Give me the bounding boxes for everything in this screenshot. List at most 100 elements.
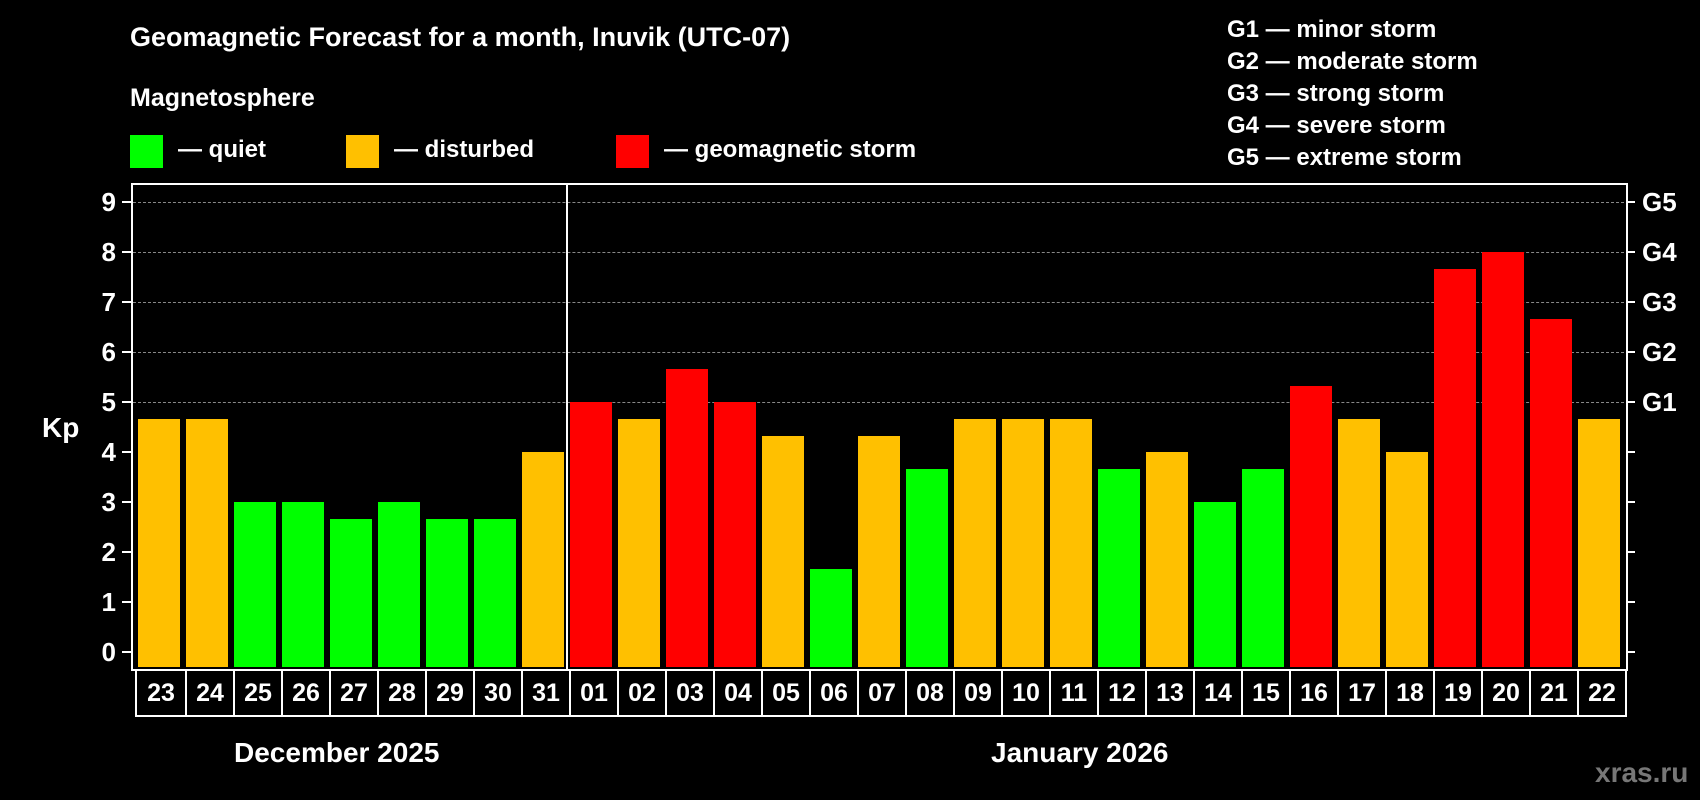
g-scale-tick-label: G2 [1642,337,1677,367]
y-tick-label: 1 [101,587,116,617]
date-cell: 11 [1049,671,1097,715]
date-cell: 09 [953,671,1001,715]
date-cell: 06 [809,671,857,715]
month-label-december: December 2025 [234,737,440,768]
bar-18 [1386,452,1428,667]
gridline [133,302,1624,303]
bar-02 [618,418,660,667]
gridline [133,352,1624,353]
watermark: xras.ru [1595,757,1689,788]
right-tick-mark [1626,401,1635,403]
legend-label-storm: — geomagnetic storm [664,135,917,163]
storm-swatch-icon [616,135,649,168]
left-tick-mark [122,451,131,453]
y-tick-label: 2 [101,537,116,567]
date-cell: 05 [761,671,809,715]
y-tick-label: 7 [101,287,116,317]
storm-scale-g2: G2 — moderate storm [1227,48,1478,75]
date-cell: 10 [1001,671,1049,715]
legend-label-quiet: — quiet [178,135,266,163]
date-cell: 29 [425,671,473,715]
bar-13 [1146,452,1188,667]
g-scale-tick-label: G1 [1642,387,1677,417]
date-cell: 01 [569,671,617,715]
storm-scale-g4: G4 — severe storm [1227,112,1446,139]
y-tick-label: 5 [101,387,116,417]
y-axis-label: Kp [42,412,80,443]
bar-31 [522,452,564,667]
date-cell: 21 [1529,671,1577,715]
date-cell: 18 [1385,671,1433,715]
date-cell: 02 [617,671,665,715]
bar-09 [954,418,996,667]
date-cell: 13 [1145,671,1193,715]
y-tick-label: 3 [101,487,116,517]
y-tick-label: 6 [101,337,116,367]
bar-03 [666,368,708,667]
date-cell: 31 [521,671,569,715]
left-tick-mark [122,601,131,603]
date-cell: 24 [185,671,233,715]
left-tick-mark [122,501,131,503]
left-tick-mark [122,251,131,253]
date-cell: 23 [147,678,175,707]
date-cell: 16 [1289,671,1337,715]
bar-06 [810,568,852,667]
bar-07 [858,435,900,667]
right-tick-mark [1626,551,1635,553]
month-divider [566,183,568,669]
bar-10 [1002,418,1044,667]
legend-label-disturbed: — disturbed [394,135,535,163]
legend-item-quiet: — quiet [130,135,266,168]
bar-11 [1050,418,1092,667]
chart-title: Geomagnetic Forecast for a month, Inuvik… [130,22,791,52]
date-cell: 12 [1097,671,1145,715]
storm-scale-g3: G3 — strong storm [1227,80,1445,107]
right-tick-mark [1626,451,1635,453]
bar-04 [714,402,756,667]
bar-01 [570,402,612,667]
left-tick-mark [122,201,131,203]
gridline [133,402,1624,403]
right-tick-mark [1626,251,1635,253]
date-cell: 08 [905,671,953,715]
gridline [133,202,1624,203]
date-cell: 27 [329,671,377,715]
date-cell: 22 [1577,671,1625,715]
bar-20 [1482,252,1524,667]
disturbed-swatch-icon [346,135,379,168]
bar-30 [474,518,516,667]
y-tick-label: 0 [101,637,116,667]
y-tick-label: 8 [101,237,116,267]
legend-item-disturbed: — disturbed [346,135,534,168]
right-tick-mark [1626,501,1635,503]
bar-14 [1194,502,1236,667]
month-label-january: January 2026 [991,737,1169,768]
bar-16 [1290,385,1332,667]
bar-27 [330,518,372,667]
bar-12 [1098,468,1140,667]
date-cell: 15 [1241,671,1289,715]
left-tick-mark [122,551,131,553]
y-tick-label: 4 [101,437,116,467]
bar-28 [378,502,420,667]
bar-08 [906,468,948,667]
quiet-swatch-icon [130,135,163,168]
date-axis: 23 24 25 26 27 28 29 30 31 01 02 03 04 05 06 07 08 09 10 11… [135,669,1627,717]
date-cell: 07 [857,671,905,715]
storm-scale-g5: G5 — extreme storm [1227,144,1462,171]
date-cell: 20 [1481,671,1529,715]
date-cell: 25 [233,671,281,715]
g-scale-tick-label: G4 [1642,237,1677,267]
bar-17 [1338,418,1380,667]
bar-24 [186,418,228,667]
bar-15 [1242,468,1284,667]
bar-23 [138,418,180,667]
date-cell: 19 [1433,671,1481,715]
bar-05 [762,435,804,667]
bar-22 [1578,418,1620,667]
date-cell: 03 [665,671,713,715]
bar-25 [234,502,276,667]
left-tick-mark [122,351,131,353]
storm-scale-legend: G1 — minor storm G2 — moderate storm G3 … [1227,14,1478,174]
